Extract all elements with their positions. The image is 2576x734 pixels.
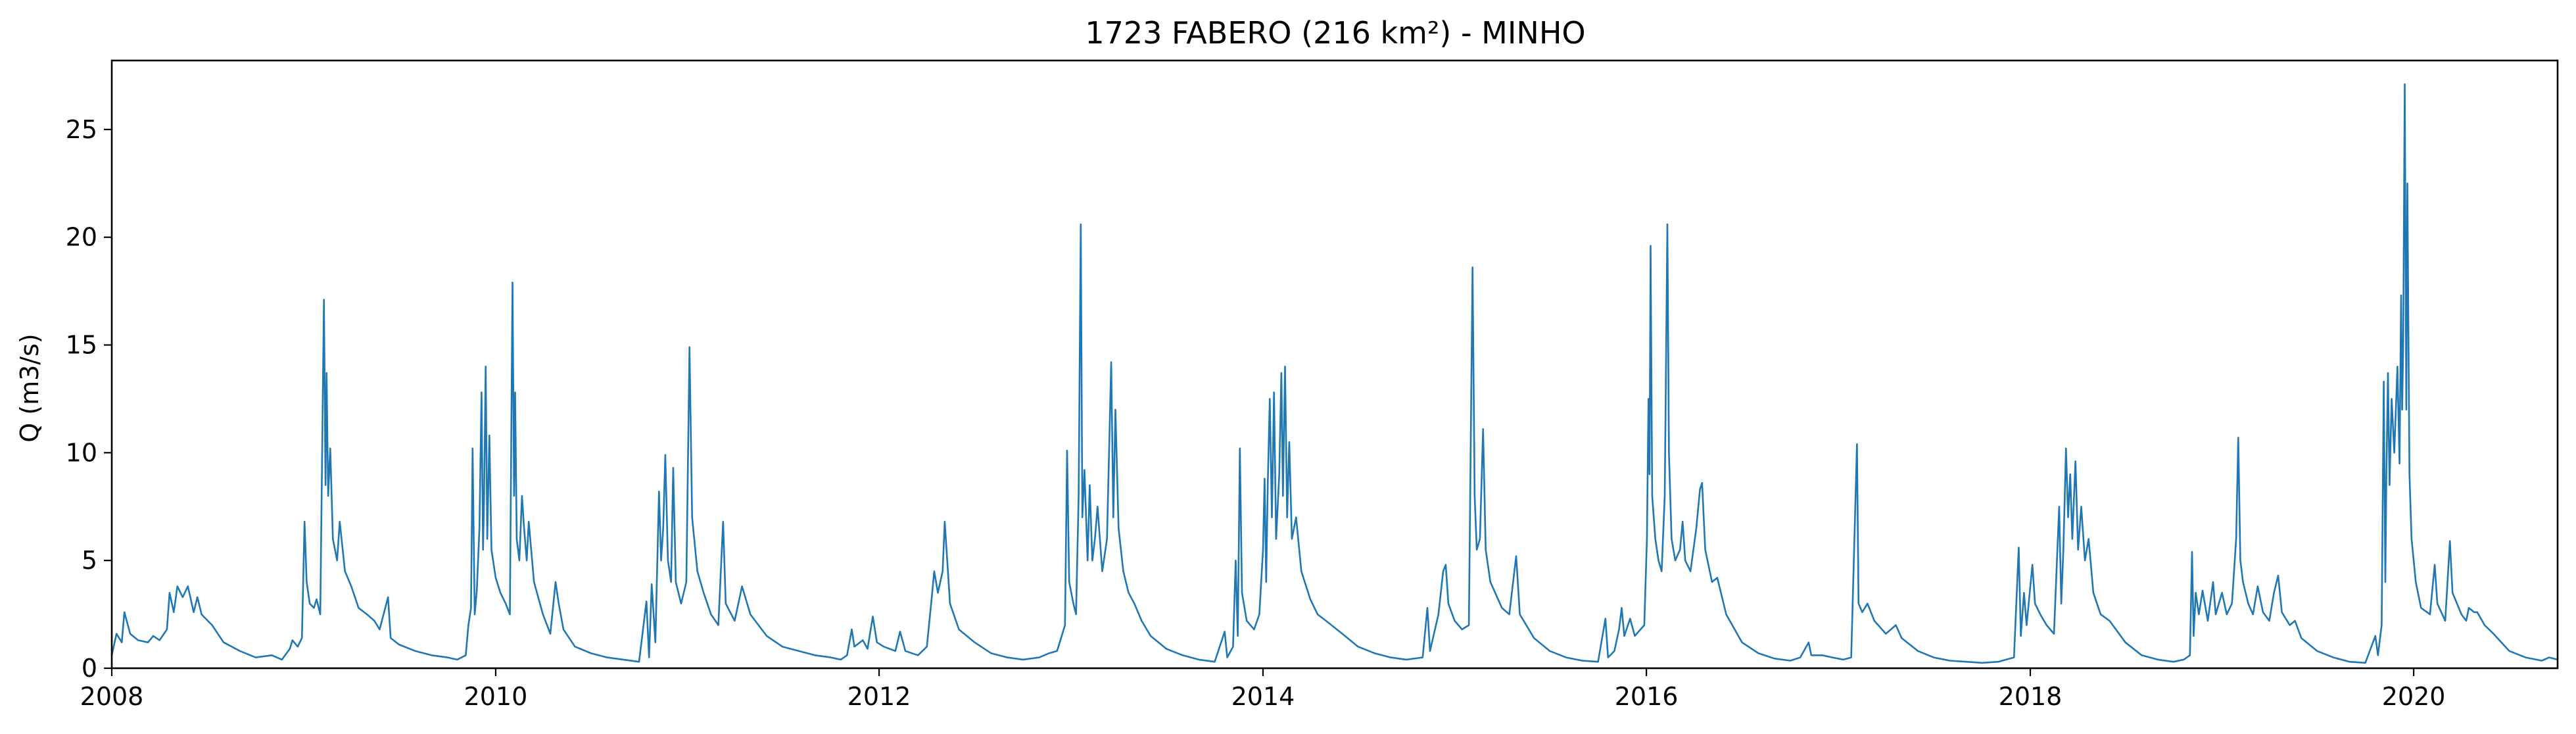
x-tick-label: 2010: [464, 682, 528, 711]
x-tick-label: 2016: [1615, 682, 1679, 711]
y-axis-label: Q (m3/s): [15, 333, 44, 442]
y-tick-label: 25: [66, 115, 97, 144]
y-tick-label: 15: [66, 331, 97, 360]
plot-area: [112, 61, 2558, 668]
x-tick-label: 2018: [1999, 682, 2063, 711]
y-tick-label: 5: [82, 546, 97, 575]
y-tick-label: 20: [66, 223, 97, 252]
plot-background: [112, 61, 2558, 668]
x-tick-label: 2008: [80, 682, 144, 711]
y-tick-label: 10: [66, 438, 97, 467]
y-tick-label: 0: [82, 654, 97, 683]
x-tick-label: 2014: [1231, 682, 1295, 711]
x-axis: 2008 2010 2012 2014 2016 2018 2020: [80, 668, 2446, 711]
chart-title: 1723 FABERO (216 km²) - MINHO: [1085, 15, 1585, 51]
discharge-series-line: [110, 83, 2558, 664]
plot-frame: [110, 59, 2559, 670]
y-axis: 0 5 10 15 20 25: [66, 115, 112, 683]
x-tick-label: 2012: [847, 682, 911, 711]
x-tick-label: 2020: [2382, 682, 2446, 711]
